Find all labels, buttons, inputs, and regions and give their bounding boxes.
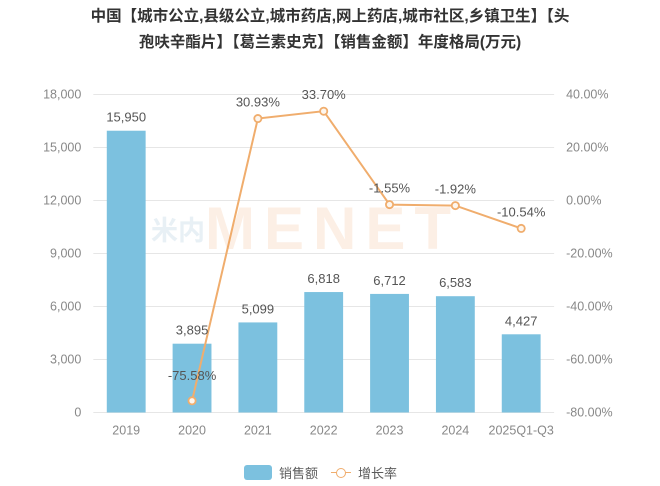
svg-text:2023: 2023: [376, 424, 404, 438]
svg-text:-1.55%: -1.55%: [369, 181, 411, 196]
svg-text:12,000: 12,000: [43, 194, 81, 208]
svg-text:9,000: 9,000: [50, 247, 81, 261]
svg-text:2021: 2021: [244, 424, 272, 438]
svg-text:18,000: 18,000: [43, 88, 81, 102]
svg-text:-10.54%: -10.54%: [497, 204, 546, 219]
svg-text:6,818: 6,818: [307, 271, 340, 286]
svg-text:-60.00%: -60.00%: [566, 353, 613, 367]
svg-text:20.00%: 20.00%: [566, 141, 608, 155]
svg-text:3,000: 3,000: [50, 353, 81, 367]
svg-text:6,712: 6,712: [373, 273, 406, 288]
svg-text:-20.00%: -20.00%: [566, 247, 613, 261]
svg-text:2022: 2022: [310, 424, 338, 438]
svg-text:2020: 2020: [178, 424, 206, 438]
svg-text:-75.58%: -75.58%: [168, 368, 217, 383]
svg-text:30.93%: 30.93%: [236, 95, 281, 110]
svg-text:0.00%: 0.00%: [566, 194, 601, 208]
svg-text:2024: 2024: [441, 424, 469, 438]
svg-text:40.00%: 40.00%: [566, 88, 608, 102]
svg-text:-1.92%: -1.92%: [435, 182, 477, 197]
svg-text:6,583: 6,583: [439, 275, 472, 290]
svg-text:2019: 2019: [112, 424, 140, 438]
svg-text:4,427: 4,427: [505, 313, 538, 328]
svg-text:3,895: 3,895: [176, 323, 209, 338]
svg-text:6,000: 6,000: [50, 300, 81, 314]
svg-text:33.70%: 33.70%: [302, 87, 347, 102]
svg-text:15,000: 15,000: [43, 141, 81, 155]
svg-text:2025Q1-Q3: 2025Q1-Q3: [489, 424, 554, 438]
svg-text:-80.00%: -80.00%: [566, 406, 613, 420]
svg-text:5,099: 5,099: [242, 301, 275, 316]
svg-text:15,950: 15,950: [106, 110, 146, 125]
svg-text:0: 0: [74, 406, 81, 420]
svg-text:-40.00%: -40.00%: [566, 300, 613, 314]
